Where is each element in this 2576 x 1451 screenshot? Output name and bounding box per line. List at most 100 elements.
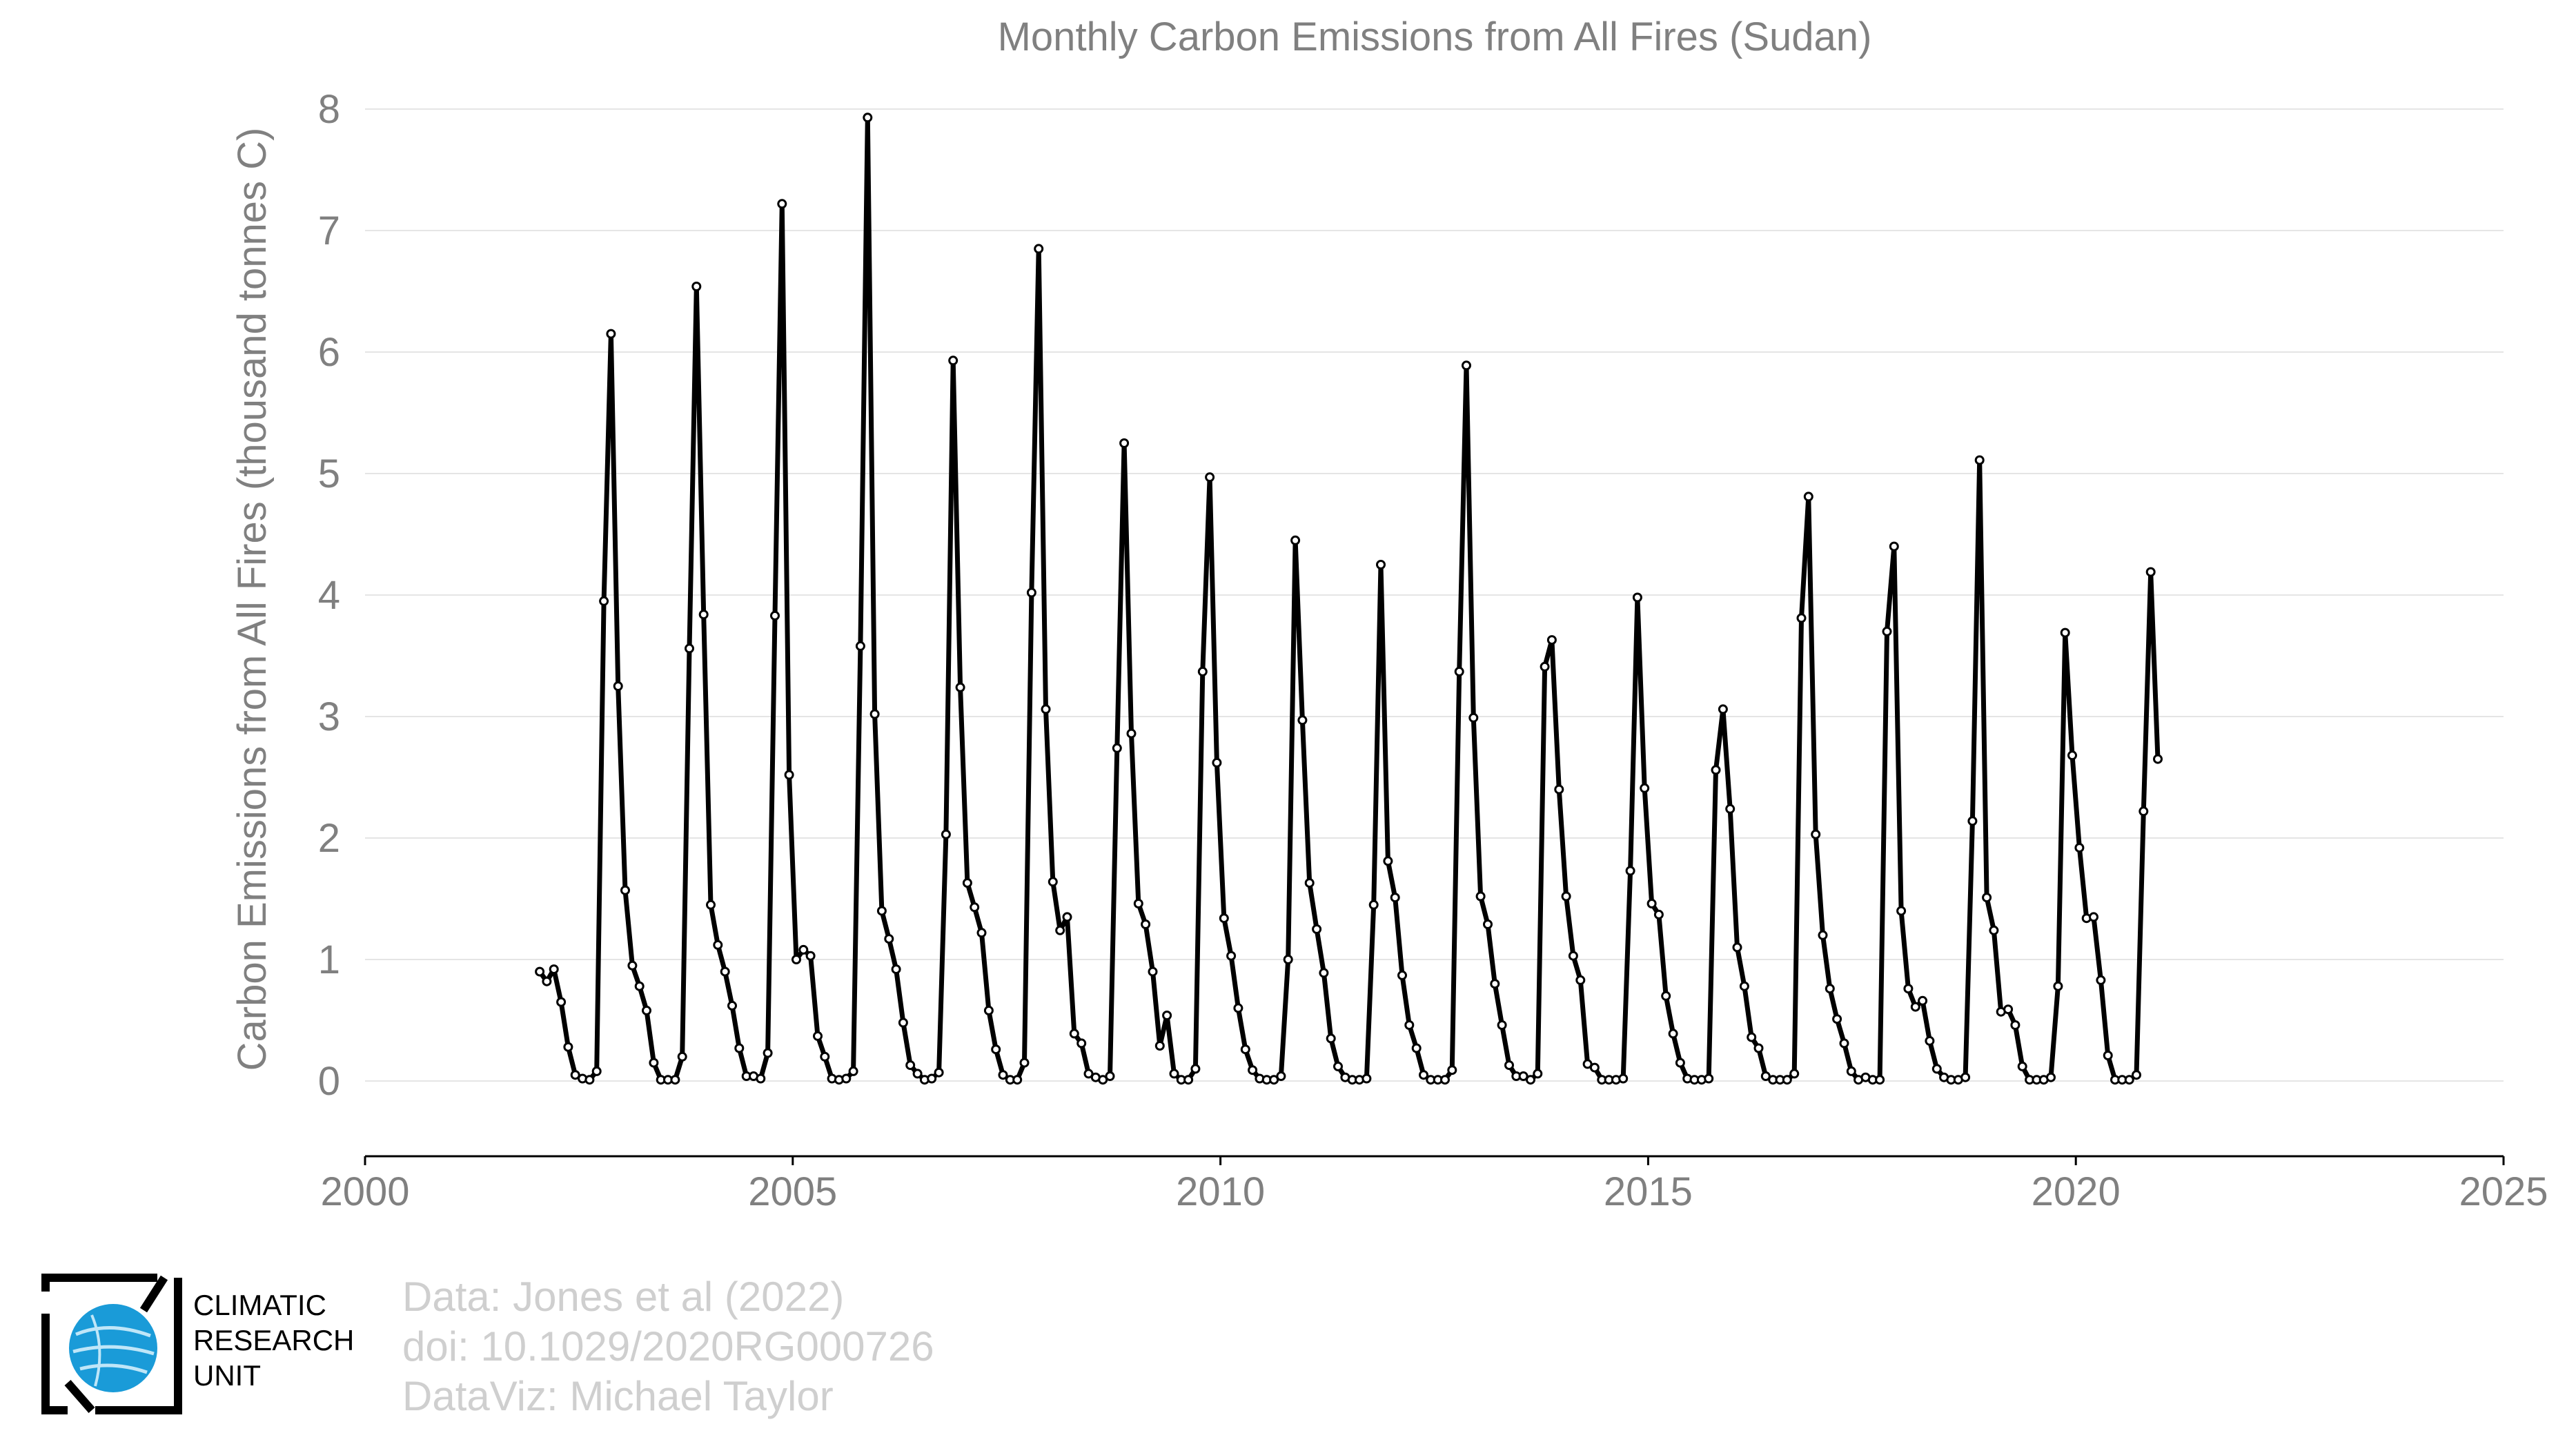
data-point — [820, 1051, 830, 1062]
data-point — [542, 976, 552, 986]
data-point — [1982, 893, 1992, 903]
data-point — [677, 1051, 687, 1062]
data-point — [1889, 541, 1899, 552]
data-point — [1076, 1038, 1087, 1049]
x-tick-label: 2000 — [320, 1169, 409, 1214]
data-point — [1141, 919, 1151, 929]
data-point — [970, 902, 980, 913]
data-point — [2089, 912, 2098, 922]
data-point — [1896, 906, 1907, 916]
y-tick-label: 4 — [318, 573, 340, 618]
data-point — [556, 997, 567, 1007]
data-point — [1546, 635, 1557, 645]
data-point — [941, 829, 951, 839]
credit-doi: doi: 10.1029/2020RG000726 — [402, 1323, 934, 1370]
data-point — [1875, 1075, 1885, 1085]
data-point — [1034, 244, 1044, 254]
credit-data-source: Data: Jones et al (2022) — [402, 1274, 845, 1320]
data-point — [898, 1017, 908, 1028]
data-point — [1732, 942, 1742, 953]
data-point — [1112, 743, 1122, 753]
data-point — [620, 885, 630, 895]
data-point — [1404, 1020, 1415, 1030]
data-point — [1290, 535, 1301, 545]
data-point — [1083, 1069, 1094, 1079]
data-point — [2003, 1004, 2014, 1015]
data-point — [713, 939, 723, 950]
data-point — [1668, 1029, 1678, 1039]
y-tick-label: 1 — [318, 937, 340, 982]
data-point — [1747, 1032, 1757, 1042]
data-point — [891, 964, 901, 975]
y-axis-label: Carbon Emissions from All Fires (thousan… — [230, 128, 275, 1071]
data-point — [549, 964, 559, 975]
data-point — [1483, 919, 1493, 929]
data-point — [876, 906, 887, 916]
data-point — [934, 1067, 944, 1078]
credits: Data: Jones et al (2022) doi: 10.1029/20… — [402, 1272, 934, 1421]
data-point — [1411, 1043, 1422, 1053]
data-point — [1989, 925, 1999, 935]
data-point — [1960, 1072, 1971, 1082]
data-point — [1661, 991, 1671, 1001]
data-point — [1419, 1070, 1428, 1080]
data-point — [2053, 981, 2063, 991]
data-point — [1126, 728, 1137, 739]
data-point — [1119, 438, 1130, 448]
data-point — [1190, 1064, 1201, 1074]
data-point — [1967, 816, 1978, 826]
data-point — [2074, 843, 2085, 853]
data-point — [1454, 666, 1464, 676]
data-point — [1105, 1071, 1115, 1081]
data-point — [2124, 1075, 2134, 1085]
data-point — [1497, 1020, 1507, 1030]
x-tick-label: 2015 — [1604, 1169, 1693, 1214]
data-point — [2153, 754, 2163, 764]
data-point — [727, 1000, 737, 1011]
data-point — [777, 199, 787, 209]
data-point — [698, 610, 709, 620]
data-point — [2132, 1070, 2141, 1080]
data-point — [1133, 899, 1143, 908]
y-tick-labels: 0 1 2 3 4 5 6 7 8 — [318, 87, 340, 1104]
data-point — [855, 641, 865, 651]
data-point — [591, 1066, 602, 1076]
data-point — [642, 1005, 651, 1015]
data-point — [1269, 1075, 1279, 1085]
data-point — [841, 1073, 852, 1084]
data-point — [1925, 1035, 1935, 1046]
data-point — [1910, 1002, 1920, 1012]
data-point — [1447, 1065, 1457, 1075]
data-point — [1518, 1071, 1528, 1081]
data-point — [912, 1069, 923, 1079]
data-point — [1789, 1069, 1800, 1079]
data-point — [1319, 968, 1329, 978]
data-point — [649, 1058, 659, 1068]
data-point — [983, 1005, 994, 1015]
data-point — [955, 682, 965, 692]
x-tick-label: 2020 — [2032, 1169, 2121, 1214]
data-point — [962, 878, 972, 888]
data-point — [1718, 704, 1728, 714]
data-point — [1019, 1058, 1030, 1068]
data-point — [1725, 804, 1736, 814]
data-point — [1462, 360, 1471, 371]
y-tick-label: 0 — [318, 1059, 340, 1104]
data-point — [720, 966, 730, 977]
x-tick-label: 2025 — [2459, 1169, 2548, 1214]
data-point — [998, 1070, 1008, 1080]
data-point — [1062, 912, 1072, 922]
data-point — [685, 643, 694, 654]
data-point — [1490, 979, 1500, 989]
data-point — [1753, 1043, 1764, 1053]
data-point — [2067, 750, 2077, 761]
data-point — [1205, 472, 1215, 483]
data-point — [1041, 704, 1051, 714]
data-point — [613, 681, 623, 691]
data-point — [1582, 1059, 1593, 1069]
data-point — [2060, 627, 2070, 638]
cru-logo-text: CLIMATIC RESEARCH UNIT — [193, 1287, 354, 1393]
data-point — [1169, 1069, 1179, 1079]
x-tick-label: 2010 — [1176, 1169, 1265, 1214]
cru-logo: CLIMATIC RESEARCH UNIT — [40, 1272, 364, 1421]
